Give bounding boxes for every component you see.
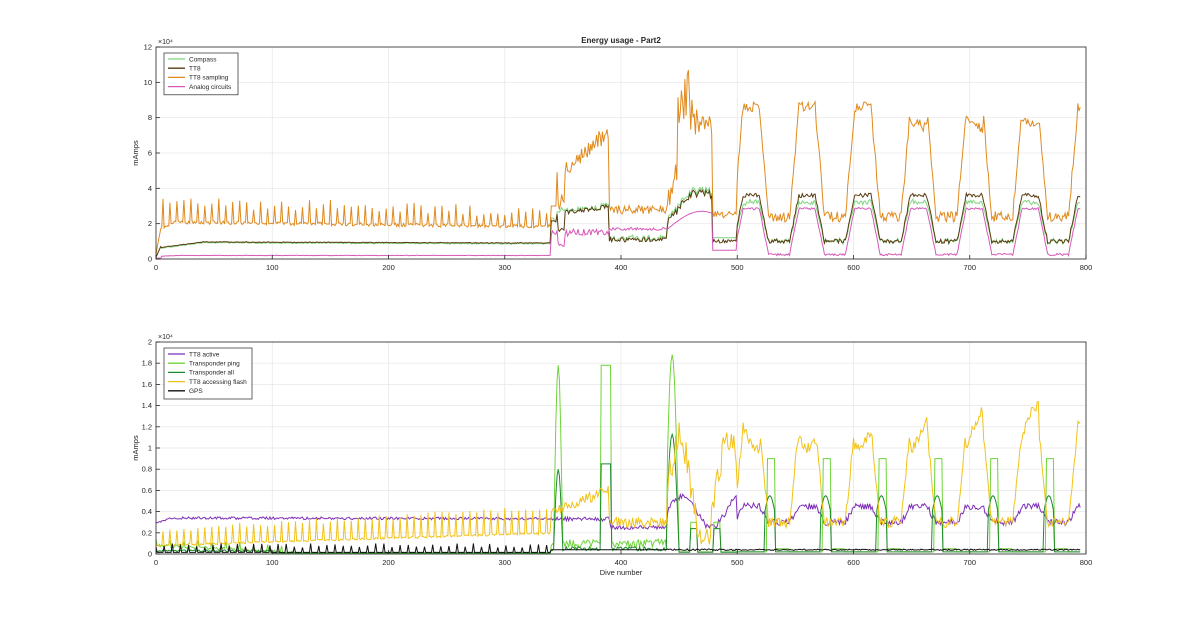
- top-x-tick-label: 400: [615, 263, 628, 272]
- bottom-ylabel: mAmps: [131, 435, 140, 461]
- bottom-y-tick-label: 0.8: [142, 465, 152, 474]
- top-legend-entry: TT8 sampling: [189, 75, 229, 82]
- bottom-y-tick-label: 1.4: [142, 401, 152, 410]
- top-y-tick-label: 2: [148, 219, 152, 228]
- bottom-legend-entry: TT8 active: [189, 351, 220, 358]
- top-x-tick-label: 700: [963, 263, 976, 272]
- bottom-series-transponder-all: [155, 432, 1081, 554]
- top-legend-entry: TT8: [189, 66, 201, 73]
- top-x-tick-label: 100: [266, 263, 279, 272]
- top-x-tick-label: 0: [154, 263, 158, 272]
- bottom-series-gps: [155, 543, 1081, 553]
- top-y-tick-label: 10: [144, 78, 152, 87]
- bottom-series-tt8-active: [155, 492, 1081, 531]
- bottom-y-tick-label: 1: [148, 444, 152, 453]
- top-legend: Compass TT8 TT8 sampling Analog circuits: [163, 52, 239, 96]
- bottom-x-tick-label: 200: [382, 558, 395, 567]
- top-x-tick-label: 800: [1080, 263, 1093, 272]
- top-y-tick-label: 8: [148, 113, 152, 122]
- bottom-x-tick-label: 300: [498, 558, 511, 567]
- bottom-legend-entry: Transponder ping: [189, 361, 240, 368]
- top-series-tt8-sampling: [155, 69, 1081, 254]
- bottom-x-tick-label: 800: [1080, 558, 1093, 567]
- top-legend-box: [163, 52, 239, 96]
- bottom-y-tick-label: 0.2: [142, 528, 152, 537]
- bottom-y-exponent: ×10⁴: [158, 334, 173, 341]
- top-series-tt8: [155, 188, 1081, 258]
- top-x-tick-label: 600: [847, 263, 860, 272]
- top-series-analog-circuits: [156, 206, 1081, 259]
- bottom-x-tick-label: 700: [963, 558, 976, 567]
- bottom-legend: TT8 active Transponder ping Transponder al…: [163, 347, 253, 400]
- bottom-x-tick-label: 500: [731, 558, 744, 567]
- bottom-y-tick-label: 0: [148, 550, 152, 559]
- top-y-exponent: ×10⁴: [158, 39, 173, 46]
- bottom-x-tick-label: 400: [615, 558, 628, 567]
- bottom-y-tick-label: 0.6: [142, 486, 152, 495]
- bottom-y-tick-label: 1.8: [142, 359, 152, 368]
- top-ylabel: mAmps: [131, 140, 140, 166]
- top-x-tick-label: 300: [498, 263, 511, 272]
- bottom-y-tick-label: 1.6: [142, 380, 152, 389]
- bottom-x-tick-label: 100: [266, 558, 279, 567]
- top-legend-entry: Compass: [189, 56, 217, 63]
- bottom-legend-entry: TT8 accessing flash: [189, 379, 247, 386]
- bottom-xlabel: Dive number: [600, 568, 643, 577]
- top-x-tick-label: 200: [382, 263, 395, 272]
- bottom-series-tt8-accessing-flash: [155, 401, 1081, 547]
- bottom-y-tick-label: 0.4: [142, 507, 152, 516]
- top-y-tick-label: 12: [144, 43, 152, 52]
- top-y-tick-label: 0: [148, 255, 152, 264]
- bottom-y-tick-label: 1.2: [142, 422, 152, 431]
- top-x-tick-label: 500: [731, 263, 744, 272]
- bottom-x-tick-label: 600: [847, 558, 860, 567]
- bottom-axes: 0 100 200 300 400 500 600 700 800 0 0.2 0.4 0.6 0.8 1 1…: [131, 334, 1092, 577]
- top-y-tick-label: 6: [148, 149, 152, 158]
- top-axes: 0 100 200 300 400 500 600 700 800 0 2 4 6 8 10 12 ×10⁴ En…: [131, 36, 1092, 272]
- bottom-legend-entry: Transponder all: [189, 370, 234, 377]
- top-y-tick-label: 4: [148, 184, 152, 193]
- top-title: Energy usage - Part2: [581, 36, 661, 45]
- top-legend-entry: Analog circuits: [189, 84, 232, 91]
- bottom-legend-entry: GPS: [189, 388, 203, 395]
- bottom-y-tick-label: 2: [148, 338, 152, 347]
- bottom-x-tick-label: 0: [154, 558, 158, 567]
